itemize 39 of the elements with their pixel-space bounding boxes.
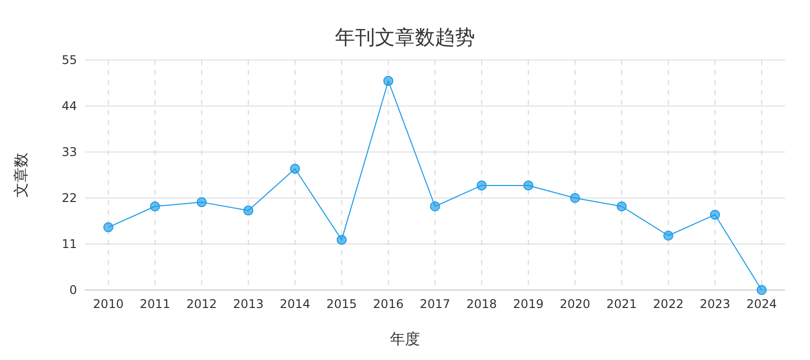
x-tick-label: 2020 [560, 297, 590, 311]
y-tick-label: 0 [69, 283, 77, 298]
x-tick-label: 2017 [420, 297, 450, 311]
x-tick-label: 2023 [700, 297, 730, 311]
point [150, 201, 160, 212]
point [523, 180, 534, 190]
point [196, 197, 207, 208]
x-tick-label: 2021 [606, 297, 637, 311]
y-tick-label: 44 [62, 99, 77, 114]
point [476, 180, 487, 190]
y-axis-title: 文章数 [12, 152, 30, 198]
x-tick-label: 2022 [653, 297, 684, 311]
y-tick-label: 33 [62, 145, 77, 160]
point [336, 234, 347, 245]
point [570, 193, 580, 203]
y-tick-label: 55 [62, 53, 77, 68]
x-tick-label: 2011 [140, 297, 170, 311]
x-tick-label: 2024 [746, 297, 777, 311]
point [430, 201, 440, 212]
point [383, 76, 394, 86]
x-tick-label: 2013 [233, 297, 264, 311]
point [710, 210, 720, 220]
x-tick-label: 2019 [513, 297, 544, 311]
y-tick-label: 22 [62, 191, 77, 206]
x-tick-label: 2018 [466, 297, 497, 311]
point [243, 206, 254, 216]
point [756, 285, 767, 295]
x-tick-label: 2010 [93, 297, 124, 311]
point [103, 222, 114, 232]
x-tick-label: 2012 [186, 297, 217, 311]
x-tick-label: 2014 [280, 297, 310, 311]
point [663, 230, 674, 241]
x-axis-title: 年度 [390, 330, 420, 348]
y-tick-label: 11 [62, 237, 77, 252]
chart-title: 年刊文章数趋势 [335, 25, 475, 49]
point [290, 164, 300, 174]
x-tick-label: 2015 [326, 297, 357, 311]
x-tick-label: 2016 [373, 297, 404, 311]
point [616, 201, 627, 212]
